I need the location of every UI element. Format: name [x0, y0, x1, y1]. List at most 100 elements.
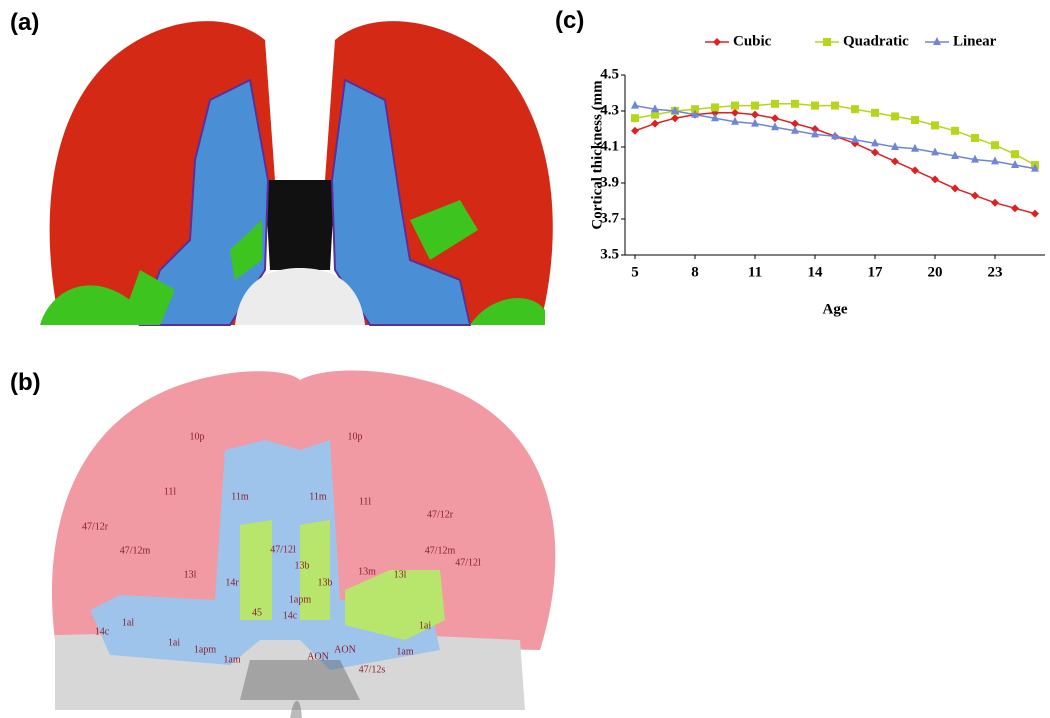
x-axis-label: Age: [823, 301, 848, 317]
y-tick-label: 4.1: [600, 138, 619, 154]
region-label: 1ai: [168, 637, 180, 648]
panel-label: (a): [10, 9, 39, 36]
point: [951, 184, 959, 193]
point: [1011, 160, 1019, 168]
x-tick-label: 14: [808, 264, 824, 280]
point: [971, 154, 979, 163]
region-label: 10p: [348, 431, 363, 442]
legend-label: Cubic: [733, 33, 772, 49]
region-label: 14c: [95, 626, 110, 637]
point: [971, 134, 979, 142]
panel-b-image: [51, 370, 556, 718]
point: [931, 147, 939, 156]
point: [971, 191, 979, 200]
point: [991, 141, 999, 150]
point: [1031, 209, 1039, 218]
region-label: 47/12l: [455, 557, 481, 568]
point: [791, 125, 799, 134]
region-label: 47/12s: [359, 664, 386, 675]
point: [891, 112, 899, 121]
legend-marker: [713, 38, 721, 46]
region-label: 1am: [223, 654, 240, 665]
x-tick-label: 17: [868, 264, 884, 280]
legend-label: Linear: [953, 33, 997, 49]
point: [911, 166, 919, 175]
point: [731, 116, 739, 125]
point: [891, 142, 899, 150]
point: [711, 103, 719, 112]
point: [731, 108, 739, 117]
point: [651, 119, 659, 128]
point: [671, 114, 679, 123]
y-axis-label: Cortical thickness (mm: [589, 80, 605, 230]
point: [871, 148, 879, 157]
point: [651, 104, 659, 113]
region-label: 11l: [164, 486, 177, 497]
region-label: 47/12m: [425, 545, 456, 556]
legend-label: Quadratic: [843, 33, 909, 49]
region-label: 47/12l: [270, 544, 296, 555]
region-label: AON: [334, 644, 356, 655]
point: [651, 110, 659, 119]
point: [871, 138, 879, 147]
region-label: 47/12r: [82, 521, 109, 532]
point: [911, 143, 919, 152]
region-label: 13b: [295, 560, 310, 571]
point: [1031, 163, 1039, 172]
region-label: 10p: [190, 431, 205, 442]
point: [691, 109, 699, 118]
region-label: 1apm: [289, 594, 311, 605]
point: [751, 101, 759, 110]
x-tick-label: 23: [988, 264, 1003, 280]
region-label: 11l: [359, 496, 372, 507]
point: [951, 151, 959, 159]
region-label: 11m: [309, 491, 327, 502]
point: [911, 116, 919, 124]
point: [631, 126, 639, 135]
region-label: 1am: [396, 646, 413, 657]
point: [811, 129, 819, 138]
point: [631, 114, 639, 123]
region-label: 1al: [122, 617, 134, 628]
region-label: 47/12m: [120, 545, 151, 556]
legend-marker: [823, 38, 831, 46]
point: [991, 198, 999, 207]
region-label: 1apm: [194, 644, 216, 655]
x-tick-label: 8: [691, 264, 699, 280]
y-tick-label: 3.5: [600, 246, 619, 262]
region-label: 1ai: [419, 620, 431, 631]
point: [711, 113, 719, 122]
x-tick-label: 11: [748, 264, 762, 280]
region-label: 11m: [231, 491, 249, 502]
point: [831, 131, 839, 140]
y-tick-label: 4.3: [600, 102, 619, 118]
region-label: 13b: [318, 577, 333, 588]
point: [771, 99, 779, 108]
point: [791, 99, 799, 108]
point: [931, 121, 939, 130]
point: [851, 105, 859, 114]
region-label: 14c: [283, 610, 298, 621]
point: [631, 100, 639, 109]
point: [891, 157, 899, 166]
point: [751, 110, 759, 119]
point: [951, 126, 959, 135]
point: [851, 134, 859, 143]
y-tick-label: 3.9: [600, 174, 619, 190]
point: [831, 101, 839, 110]
point: [1011, 204, 1019, 213]
region-label: 13l: [184, 569, 197, 580]
point: [731, 101, 739, 110]
point: [771, 122, 779, 131]
point: [751, 118, 759, 127]
panel-label: (c): [555, 7, 584, 34]
point: [991, 156, 999, 165]
region-label: 14r: [225, 577, 239, 588]
legend-marker: [933, 37, 941, 45]
region-label: 13l: [394, 569, 407, 580]
point: [1011, 150, 1019, 159]
point: [931, 175, 939, 184]
region-label: 47/12r: [427, 509, 454, 520]
point: [671, 106, 679, 114]
